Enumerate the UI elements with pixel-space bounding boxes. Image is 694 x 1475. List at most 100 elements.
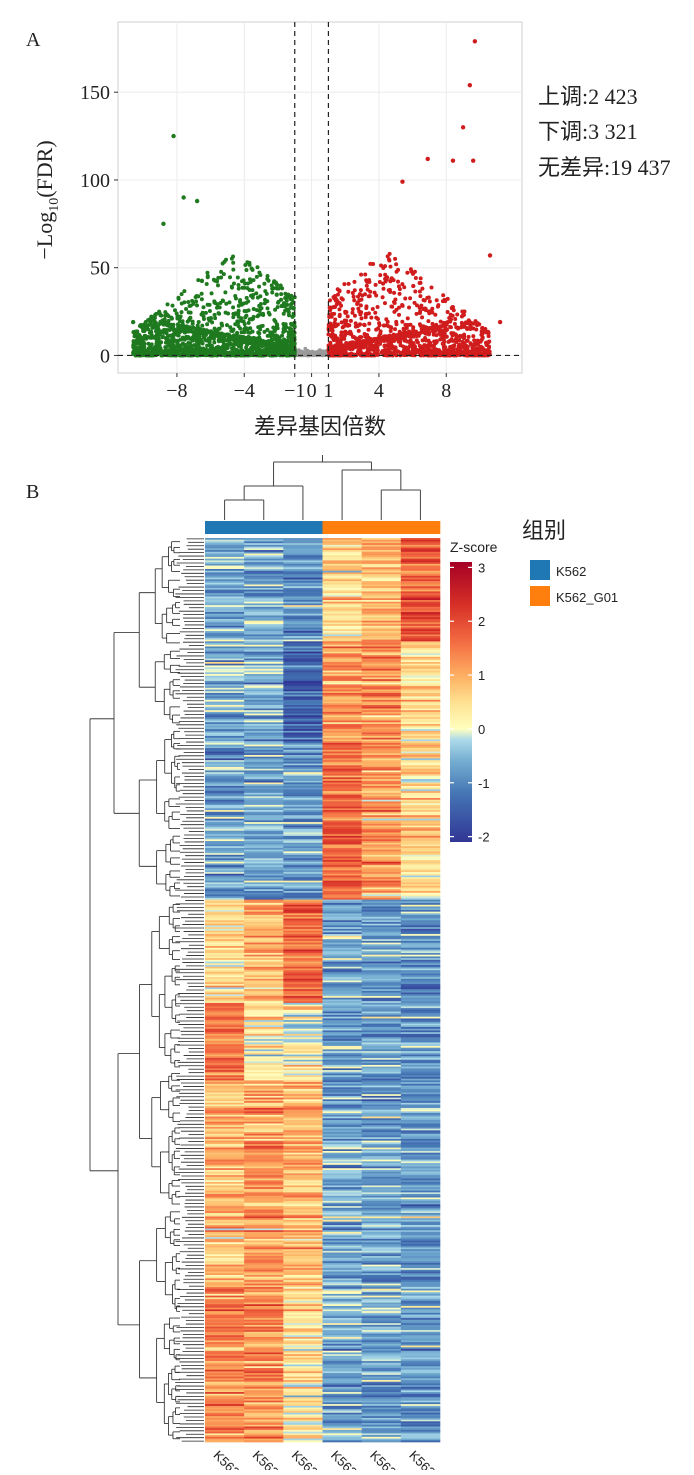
point-up — [480, 329, 484, 333]
point-down — [276, 305, 280, 309]
point-down — [188, 316, 192, 320]
point-down — [201, 311, 205, 315]
point-up — [393, 301, 397, 305]
point-down — [244, 340, 248, 344]
point-up — [367, 322, 371, 326]
point-up — [439, 324, 443, 328]
point-up — [454, 332, 458, 336]
point-up — [398, 292, 402, 296]
point-up — [393, 351, 397, 355]
point-up — [453, 339, 457, 343]
point-up — [406, 347, 410, 351]
point-down — [143, 323, 147, 327]
point-up — [383, 273, 387, 277]
point-up — [356, 300, 360, 304]
point-down — [261, 349, 265, 353]
point-up — [359, 316, 363, 320]
point-up — [451, 305, 455, 309]
point-down — [194, 295, 198, 299]
point-up — [415, 348, 419, 352]
point-down — [166, 323, 170, 327]
point-down — [218, 301, 222, 305]
point-down — [243, 263, 247, 267]
point-up — [346, 290, 350, 294]
point-up — [363, 323, 367, 327]
point-up — [431, 344, 435, 348]
point-up — [460, 310, 464, 314]
point-up — [334, 299, 338, 303]
point-up — [368, 290, 372, 294]
point-down — [177, 334, 181, 338]
point-down — [216, 345, 220, 349]
point-up — [431, 330, 435, 334]
point-up — [366, 351, 370, 355]
point-up — [461, 125, 465, 129]
point-up — [397, 340, 401, 344]
point-down — [288, 326, 292, 330]
point-down — [283, 309, 287, 313]
point-up — [352, 295, 356, 299]
point-down — [270, 330, 274, 334]
point-down — [190, 299, 194, 303]
point-down — [255, 275, 259, 279]
point-up — [439, 333, 443, 337]
point-up — [349, 319, 353, 323]
x-tick-label: 4 — [374, 380, 384, 402]
point-down — [289, 302, 293, 306]
point-down — [274, 342, 278, 346]
point-down — [243, 322, 247, 326]
point-up — [418, 290, 422, 294]
point-down — [257, 285, 261, 289]
point-down — [239, 349, 243, 353]
volcano-x-axis-label: 差异基因倍数 — [254, 414, 386, 439]
point-down — [144, 348, 148, 352]
point-up — [384, 280, 388, 284]
point-up — [352, 280, 356, 284]
point-down — [157, 348, 161, 352]
point-down — [259, 302, 263, 306]
point-up — [371, 307, 375, 311]
heatmap: K562-2K562-3K562-1K562_G01-2K562_G01-1K5… — [90, 455, 618, 1470]
point-down — [270, 344, 274, 348]
point-down — [283, 344, 287, 348]
point-down — [161, 318, 165, 322]
point-up — [467, 335, 471, 339]
point-down — [181, 327, 185, 331]
volcano-y-axis-label: −Log10(FDR) — [32, 140, 62, 259]
point-down — [216, 283, 220, 287]
point-down — [161, 222, 165, 226]
point-up — [352, 298, 356, 302]
point-down — [197, 337, 201, 341]
point-up — [466, 321, 470, 325]
point-up — [348, 332, 352, 336]
point-down — [247, 308, 251, 312]
point-down — [261, 324, 265, 328]
point-up — [476, 321, 480, 325]
point-up — [392, 291, 396, 295]
y-label-subscript: 10 — [47, 198, 62, 212]
point-down — [209, 351, 213, 355]
point-up — [388, 265, 392, 269]
point-down — [150, 353, 154, 357]
point-down — [218, 305, 222, 309]
point-down — [182, 289, 186, 293]
point-up — [432, 353, 436, 357]
point-down — [282, 337, 286, 341]
point-up — [422, 298, 426, 302]
point-down — [185, 329, 189, 333]
point-down — [231, 305, 235, 309]
point-up — [498, 320, 502, 324]
point-up — [394, 320, 398, 324]
point-down — [156, 325, 160, 329]
annotation-cell-k562-g01 — [362, 521, 401, 534]
point-up — [391, 345, 395, 349]
point-up — [387, 340, 391, 344]
point-up — [336, 293, 340, 297]
annotation-cell-k562-g01 — [401, 521, 440, 534]
point-up — [449, 317, 453, 321]
point-up — [387, 259, 391, 263]
point-up — [337, 307, 341, 311]
point-up — [388, 279, 392, 283]
point-down — [261, 312, 265, 316]
